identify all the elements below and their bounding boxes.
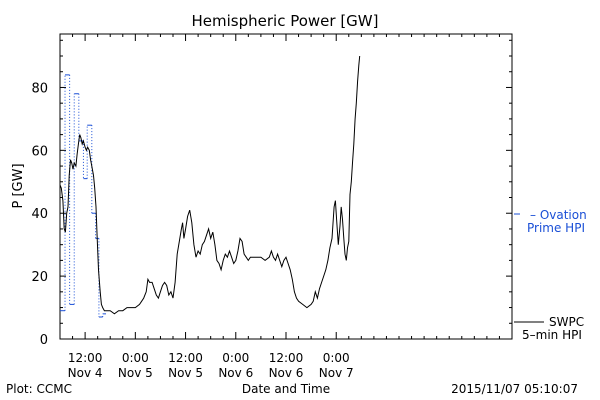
y-tick-label: 60 bbox=[31, 144, 48, 159]
y-axis-label: P [GW] bbox=[11, 163, 26, 208]
x-tick-time-label: 0:00 bbox=[122, 351, 149, 365]
legend-swpc-line1: SWPC bbox=[549, 315, 584, 329]
x-tick-date-label: Nov 6 bbox=[269, 366, 304, 380]
plot-frame bbox=[59, 33, 513, 340]
swpc-line bbox=[59, 55, 361, 315]
x-tick-time-label: 12:00 bbox=[68, 351, 103, 365]
swpc-series bbox=[59, 55, 361, 315]
x-tick-date-label: Nov 5 bbox=[118, 366, 153, 380]
y-tick-label: 0 bbox=[40, 333, 48, 348]
x-tick-time-label: 12:00 bbox=[168, 351, 203, 365]
x-tick-date-label: Nov 5 bbox=[168, 366, 203, 380]
footer-credit: Plot: CCMC bbox=[6, 382, 72, 396]
y-tick-label: 40 bbox=[31, 207, 48, 222]
y-tick-label: 20 bbox=[31, 270, 48, 285]
footer-timestamp: 2015/11/07 05:10:07 bbox=[451, 382, 578, 396]
x-tick-time-label: 0:00 bbox=[323, 351, 350, 365]
x-tick-time-label: 12:00 bbox=[269, 351, 304, 365]
x-tick-date-label: Nov 7 bbox=[319, 366, 354, 380]
legend-swpc-line2: 5–min HPI bbox=[522, 328, 582, 342]
x-axis-label: Date and Time bbox=[242, 382, 330, 396]
legend-ovation-line1: – Ovation bbox=[530, 208, 587, 222]
x-tick-date-label: Nov 6 bbox=[218, 366, 253, 380]
legend-ovation-line2: Prime HPI bbox=[527, 221, 585, 235]
chart-title: Hemispheric Power [GW] bbox=[192, 12, 379, 30]
x-tick-time-label: 0:00 bbox=[222, 351, 249, 365]
y-tick-label: 80 bbox=[31, 81, 48, 96]
x-tick-date-label: Nov 4 bbox=[68, 366, 103, 380]
